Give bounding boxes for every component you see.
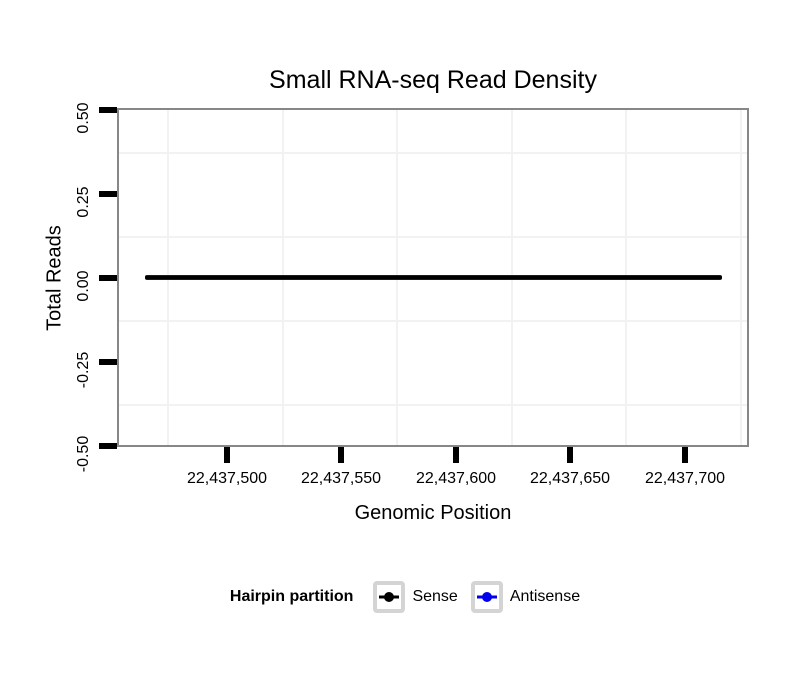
x-tick-label: 22,437,550 [300, 470, 382, 487]
gridline-horizontal [119, 152, 747, 154]
x-tick-mark [453, 447, 459, 463]
x-tick-mark [338, 447, 344, 463]
y-tick-mark [99, 191, 117, 197]
antisense-point-icon [481, 592, 492, 602]
legend-title: Hairpin partition [229, 588, 354, 605]
y-tick-mark [99, 359, 117, 365]
gridline-horizontal [119, 320, 747, 322]
y-tick-mark [99, 275, 117, 281]
x-tick-mark [567, 447, 573, 463]
y-tick-label: -0.25 [75, 351, 92, 389]
y-tick-mark [99, 107, 117, 113]
y-tick-label: 0.50 [75, 102, 92, 134]
legend-key-sense [373, 581, 406, 613]
legend-label-antisense: Antisense [509, 588, 581, 605]
x-tick-label: 22,437,700 [644, 470, 726, 487]
gridline-vertical [740, 110, 742, 445]
gridline-horizontal [119, 236, 747, 238]
x-tick-mark [682, 447, 688, 463]
y-tick-mark [99, 443, 117, 449]
sense-point-icon [384, 592, 395, 602]
chart-title: Small RNA-seq Read Density [269, 66, 597, 94]
y-tick-label: 0.00 [75, 270, 92, 302]
legend-label-sense: Sense [412, 588, 458, 605]
x-tick-label: 22,437,600 [415, 470, 497, 487]
plot-panel [117, 108, 749, 447]
sense-line-series [145, 276, 722, 279]
legend: Hairpin partition Sense Antisense [0, 580, 810, 614]
gridline-horizontal [119, 404, 747, 406]
x-axis-title: Genomic Position [354, 502, 512, 524]
y-tick-label: -0.50 [75, 435, 92, 473]
y-axis-title: Total Reads [43, 225, 66, 331]
y-tick-label: 0.25 [75, 186, 92, 218]
x-tick-label: 22,437,500 [186, 470, 268, 487]
x-tick-mark [224, 447, 230, 463]
legend-key-antisense [470, 581, 503, 613]
x-tick-label: 22,437,650 [529, 470, 611, 487]
